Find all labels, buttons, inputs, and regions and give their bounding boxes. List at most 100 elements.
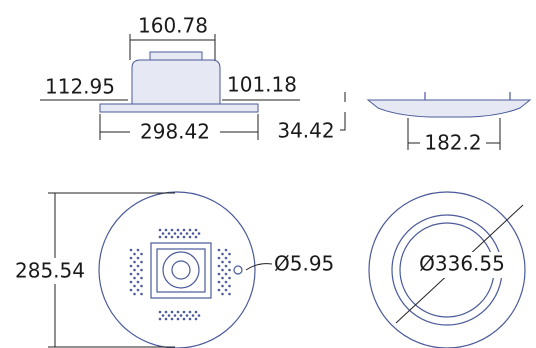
grille-hole: [218, 257, 221, 260]
grille-hole: [137, 265, 140, 268]
grille-hole: [168, 232, 171, 235]
grille-hole: [171, 311, 174, 314]
dim-label: Ø336.55: [419, 252, 505, 276]
grille-hole: [186, 314, 189, 317]
base-plate: [100, 104, 258, 112]
grille-hole: [218, 265, 221, 268]
grille-hole: [174, 314, 177, 317]
body: [132, 60, 220, 104]
grille-hole: [183, 318, 186, 321]
grille-hole: [171, 318, 174, 321]
grille-hole: [195, 229, 198, 232]
grille-hole: [218, 273, 221, 276]
grille-hole: [162, 314, 165, 317]
grille-hole: [168, 314, 171, 317]
dim-label: 160.78: [138, 14, 208, 38]
grille-hole: [221, 269, 224, 272]
grille-hole: [228, 285, 231, 288]
grille-hole: [159, 318, 162, 321]
grille-hole: [174, 232, 177, 235]
grille-hole: [228, 269, 231, 272]
grille-hole: [221, 293, 224, 296]
grille-hole: [140, 293, 143, 296]
profile: [368, 100, 530, 117]
grille-hole: [165, 311, 168, 314]
speaker: [172, 261, 190, 279]
grille-hole: [189, 236, 192, 239]
speaker: [163, 252, 199, 288]
hole: [234, 266, 242, 274]
grille-hole: [189, 318, 192, 321]
grille-hole: [133, 285, 136, 288]
grille-hole: [137, 281, 140, 284]
grille-hole: [192, 232, 195, 235]
leader: [246, 264, 272, 270]
dim-label: 112.95: [45, 75, 115, 99]
grille-hole: [162, 232, 165, 235]
grille-hole: [195, 318, 198, 321]
grille-hole: [133, 293, 136, 296]
grille-hole: [189, 311, 192, 314]
grille-hole: [180, 314, 183, 317]
dim-label: 285.54: [15, 259, 85, 283]
grille-hole: [228, 261, 231, 264]
grille-hole: [192, 314, 195, 317]
profile-view: 34.42 182.2: [277, 92, 530, 155]
grille-hole: [189, 229, 192, 232]
grille-hole: [228, 253, 231, 256]
grille-hole: [186, 232, 189, 235]
grille-hole: [130, 289, 133, 292]
grille-hole: [130, 265, 133, 268]
grille-hole: [140, 277, 143, 280]
grille-hole: [225, 249, 228, 252]
grille-hole: [180, 232, 183, 235]
grille-hole: [137, 289, 140, 292]
dim-label: 34.42: [277, 119, 334, 143]
side-view: 160.78 112.95 101.18 298.42: [40, 14, 300, 144]
grille-hole: [221, 285, 224, 288]
grille-hole: [159, 229, 162, 232]
grille-hole: [195, 236, 198, 239]
grille-hole: [195, 311, 198, 314]
grille-hole: [133, 261, 136, 264]
grille-hole: [171, 236, 174, 239]
grille-hole: [177, 229, 180, 232]
grille-hole: [140, 253, 143, 256]
grille-hole: [198, 314, 201, 317]
grille-hole: [130, 257, 133, 260]
drawing: 160.78 112.95 101.18 298.42 34.42 182.2: [0, 0, 536, 348]
grille-hole: [165, 236, 168, 239]
grille-hole: [218, 289, 221, 292]
grille-hole: [177, 318, 180, 321]
dim-label: Ø5.95: [274, 252, 334, 276]
grille-hole: [137, 249, 140, 252]
grille-hole: [165, 229, 168, 232]
grille-hole: [140, 285, 143, 288]
grille-hole: [137, 273, 140, 276]
grille-hole: [130, 249, 133, 252]
grille-hole: [221, 261, 224, 264]
dim-label: 182.2: [424, 131, 481, 155]
grille-hole: [228, 293, 231, 296]
grille-hole: [171, 229, 174, 232]
grille-hole: [228, 277, 231, 280]
grille-hole: [225, 257, 228, 260]
grille-hole: [140, 261, 143, 264]
grille-hole: [130, 281, 133, 284]
grille-hole: [221, 277, 224, 280]
grille-hole: [137, 257, 140, 260]
grille-hole: [130, 273, 133, 276]
grille-hole: [183, 311, 186, 314]
driver-frame: [151, 243, 211, 298]
grille-hole: [165, 318, 168, 321]
top-board: [150, 52, 202, 60]
grille-hole: [159, 311, 162, 314]
grille-hole: [183, 236, 186, 239]
grille-hole: [225, 273, 228, 276]
grille-hole: [225, 289, 228, 292]
grille-hole: [133, 277, 136, 280]
grille-hole: [177, 236, 180, 239]
grille-hole: [133, 253, 136, 256]
grille-hole: [225, 281, 228, 284]
grille-hole: [140, 269, 143, 272]
